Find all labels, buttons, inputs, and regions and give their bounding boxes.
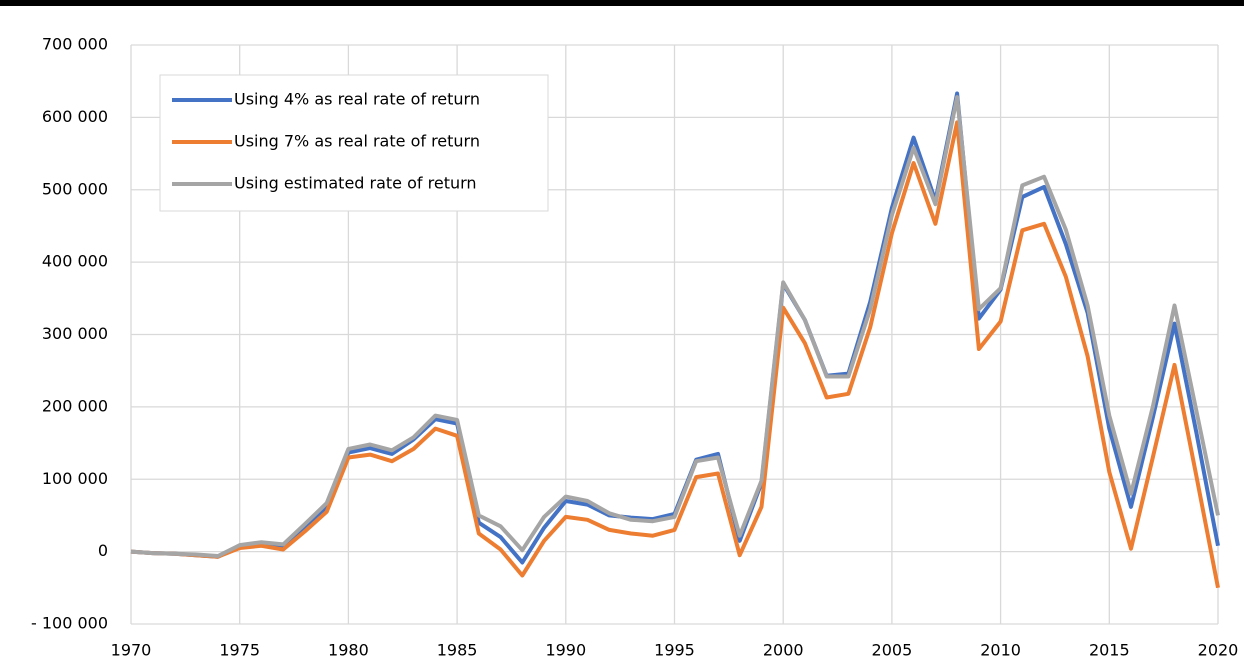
lines — [130, 91, 1220, 589]
x-tick-label: 2010 — [980, 641, 1021, 660]
x-tick-label: 1985 — [437, 641, 478, 660]
x-tick-label: 2020 — [1198, 641, 1239, 660]
x-tick-label: 1970 — [111, 641, 152, 660]
legend-label: Using estimated rate of return — [234, 174, 477, 193]
x-tick-label: 1990 — [545, 641, 586, 660]
y-tick-label: 600 000 — [42, 107, 108, 126]
y-tick-label: 300 000 — [42, 324, 108, 343]
y-tick-label: 100 000 — [42, 469, 108, 488]
y-tick-label: 0 — [98, 541, 108, 560]
legend-label: Using 7% as real rate of return — [234, 132, 480, 151]
legend: Using 4% as real rate of return Using 7% … — [159, 74, 549, 212]
x-tick-label: 2000 — [763, 641, 804, 660]
y-tick-label: 400 000 — [42, 252, 108, 271]
series-line — [130, 120, 1220, 589]
y-tick-label: 700 000 — [42, 35, 108, 54]
y-tick-label: - 100 000 — [31, 614, 108, 633]
series-line — [130, 95, 1220, 558]
x-tick-label: 1980 — [328, 641, 369, 660]
x-tick-label: 2005 — [872, 641, 913, 660]
y-tick-label: 200 000 — [42, 396, 108, 415]
x-tick-label: 1995 — [654, 641, 695, 660]
x-tick-label: 1975 — [219, 641, 260, 660]
x-tick-label: 2015 — [1089, 641, 1130, 660]
y-tick-label: 500 000 — [42, 179, 108, 198]
legend-label: Using 4% as real rate of return — [234, 90, 480, 109]
top-border — [0, 0, 1244, 6]
